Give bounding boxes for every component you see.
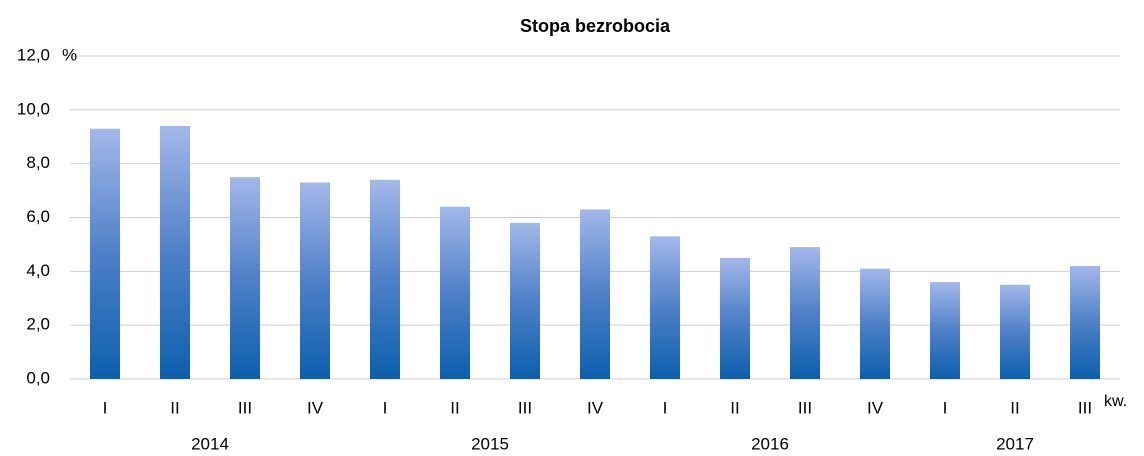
y-unit: % <box>62 45 77 64</box>
x-tick-label: III <box>518 398 532 417</box>
group-label: 2014 <box>191 434 229 453</box>
y-tick-label: 10,0 <box>17 99 50 118</box>
bar <box>160 125 190 379</box>
bar <box>90 128 120 379</box>
y-tick-label: 2,0 <box>26 315 50 334</box>
bar <box>230 177 260 379</box>
bar <box>790 247 820 379</box>
x-tick-label: IV <box>587 398 604 417</box>
x-tick-label: I <box>943 398 948 417</box>
x-tick-label: II <box>730 398 739 417</box>
group-label: 2016 <box>751 434 789 453</box>
bar <box>860 268 890 379</box>
x-tick-label: I <box>663 398 668 417</box>
bar <box>720 257 750 379</box>
bar <box>300 182 330 379</box>
bar <box>1070 265 1100 379</box>
x-tick-label: III <box>238 398 252 417</box>
x-tick-label: III <box>798 398 812 417</box>
group-label: 2017 <box>996 434 1034 453</box>
x-tick-label: IV <box>867 398 884 417</box>
bar <box>580 209 610 379</box>
x-tick-label: I <box>383 398 388 417</box>
bar <box>1000 284 1030 379</box>
bar <box>370 179 400 379</box>
x-tick-label: IV <box>307 398 324 417</box>
bar <box>930 282 960 379</box>
bar <box>650 236 680 379</box>
y-tick-label: 4,0 <box>26 261 50 280</box>
bar <box>510 222 540 379</box>
x-tick-label: I <box>103 398 108 417</box>
group-label: 2015 <box>471 434 509 453</box>
x-tick-label: II <box>1010 398 1019 417</box>
y-tick-label: 12,0 <box>17 45 50 64</box>
bar <box>440 206 470 379</box>
x-tick-label: II <box>170 398 179 417</box>
y-tick-label: 0,0 <box>26 368 50 387</box>
x-tick-label: II <box>450 398 459 417</box>
chart-title: Stopa bezrobocia <box>520 16 671 36</box>
y-tick-label: 8,0 <box>26 153 50 172</box>
x-tick-label: III <box>1078 398 1092 417</box>
x-unit: kw. <box>1104 393 1127 410</box>
y-tick-label: 6,0 <box>26 207 50 226</box>
